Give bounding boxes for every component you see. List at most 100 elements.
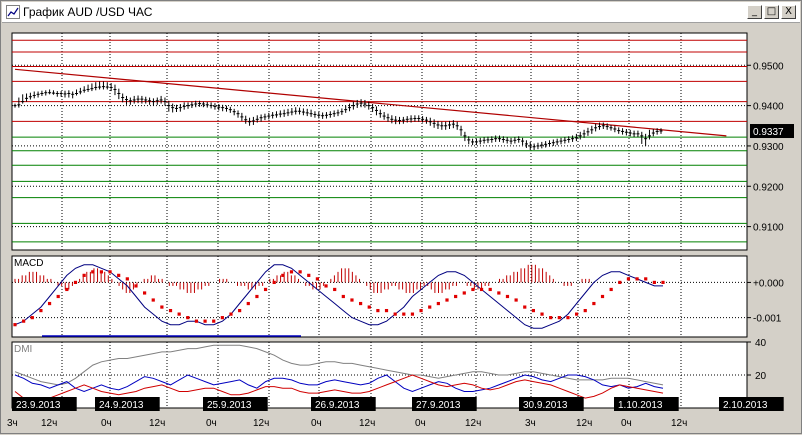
candle — [540, 141, 544, 149]
close-button[interactable]: X — [781, 5, 796, 19]
date-label-box — [311, 397, 376, 411]
date-label: 27.9.2013 — [412, 397, 477, 411]
price-plot-frame — [11, 32, 748, 251]
date-label-box — [203, 397, 268, 411]
candle — [609, 124, 613, 131]
chart-area: 0.9500 0.9400 0.9300 0.9200 0.9100 0.9337 +0.… — [7, 32, 794, 429]
maximize-button[interactable]: □ — [764, 5, 779, 19]
macd-signal-point — [263, 287, 268, 292]
candle — [313, 111, 317, 118]
macd-line — [14, 264, 663, 329]
candle — [78, 87, 82, 95]
macd-signal-point — [65, 287, 69, 292]
candle — [463, 131, 467, 142]
candle — [574, 133, 578, 142]
candle — [144, 96, 148, 104]
macd-signal-point — [488, 287, 492, 292]
macd-signal-point — [298, 270, 302, 274]
date-label-box — [12, 397, 77, 411]
candle — [451, 120, 455, 129]
candle — [428, 117, 432, 126]
macd-signal-point — [177, 312, 181, 316]
price-tick-label: 0.9300 — [753, 142, 784, 153]
macd-signal-point — [419, 308, 423, 313]
candle — [278, 110, 282, 118]
candle — [224, 105, 228, 112]
title-bar[interactable]: График AUD /USD ЧАС _ □ X — [2, 2, 800, 23]
candle — [82, 86, 86, 93]
candle — [536, 142, 540, 150]
macd-signal-point — [289, 270, 294, 274]
candle — [386, 113, 390, 122]
macd-signal-point — [203, 319, 207, 323]
macd-signal-point — [376, 308, 380, 313]
candle — [559, 137, 563, 145]
candle — [413, 115, 417, 122]
date-label-text: 25.9.2013 — [207, 400, 252, 411]
candle — [624, 128, 628, 136]
macd-signal-point — [618, 280, 622, 285]
candle — [59, 91, 63, 97]
macd-signal-point — [592, 301, 596, 306]
date-label-box — [614, 397, 679, 411]
candle — [213, 103, 217, 110]
candle — [282, 109, 286, 117]
macd-signal-point — [566, 316, 570, 320]
hour-label: 0ч — [311, 418, 322, 429]
candle — [594, 123, 598, 132]
candle — [498, 135, 501, 142]
macd-signal-point — [186, 316, 190, 320]
candle — [340, 108, 344, 115]
macd-signal-point — [255, 294, 259, 299]
date-label: 24.9.2013 — [95, 397, 160, 411]
candle — [101, 81, 105, 90]
date-label: 23.9.2013 — [12, 397, 77, 411]
chart-app-icon — [6, 5, 20, 19]
candle — [274, 111, 278, 118]
macd-signal-point — [384, 308, 389, 313]
candle — [159, 95, 163, 104]
candle — [51, 90, 55, 95]
candle — [155, 97, 159, 105]
candle — [336, 109, 340, 117]
candle — [567, 136, 571, 143]
price-tick-label: 0.9200 — [753, 182, 784, 193]
candle — [17, 97, 21, 108]
macd-tick-label: +0.000 — [753, 278, 784, 289]
candle — [321, 112, 325, 119]
candle — [524, 140, 528, 148]
macd-signal-point — [168, 308, 173, 313]
candle — [582, 129, 586, 138]
date-label: 26.9.2013 — [311, 397, 376, 411]
window-title: График AUD /USD ЧАС — [23, 5, 153, 19]
candle — [240, 112, 244, 121]
candle — [421, 116, 425, 123]
candle — [290, 108, 294, 116]
candle — [286, 108, 290, 117]
candle — [636, 130, 640, 138]
candle — [655, 128, 659, 135]
time-axis: 23.9.2013 24.9.2013 25.9.2013 26.9.2013 27.9… — [7, 397, 784, 429]
candle — [490, 136, 494, 143]
dmi-tick-label: 40 — [755, 338, 767, 349]
candle — [613, 125, 617, 133]
candle — [98, 81, 102, 90]
price-tick-label: 0.9400 — [753, 102, 784, 113]
macd-signal-point — [359, 301, 363, 306]
candle — [494, 135, 498, 142]
date-label-box — [95, 397, 160, 411]
hour-label: 12ч — [149, 418, 165, 429]
macd-signal-point — [575, 312, 579, 316]
macd-signal-point — [367, 305, 371, 309]
macd-signal-point — [635, 277, 639, 281]
candle — [40, 90, 44, 96]
candle — [178, 103, 182, 112]
hour-label: 0ч — [415, 418, 426, 429]
minimize-button[interactable]: _ — [747, 5, 762, 19]
candle — [105, 82, 109, 90]
macd-signal-point — [246, 301, 250, 306]
candle — [248, 117, 252, 126]
macd-signal-point — [462, 291, 466, 295]
macd-signal-point — [315, 277, 319, 281]
